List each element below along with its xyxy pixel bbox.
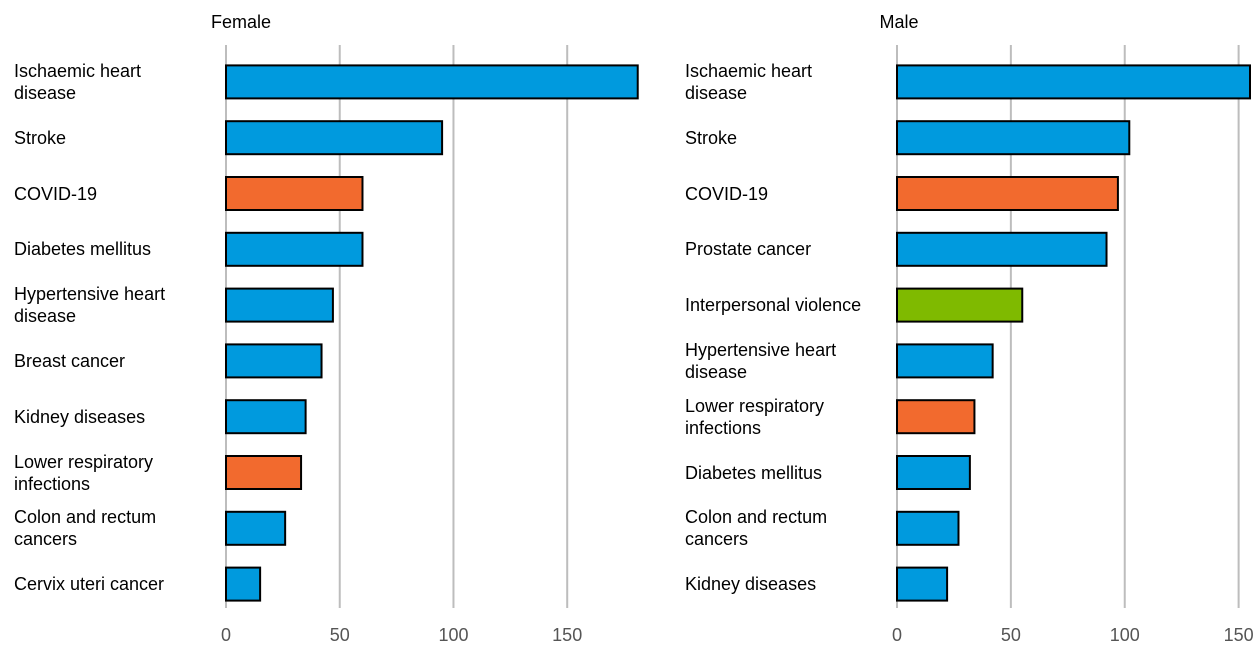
bar (896, 120, 1131, 156)
category-label: Stroke (685, 127, 738, 148)
category-label: Stroke (14, 127, 67, 148)
x-tick-label: 0 (221, 625, 231, 645)
bar (225, 176, 364, 211)
bar (896, 231, 1108, 267)
bar (896, 566, 949, 602)
x-tick-label: 100 (438, 625, 468, 645)
category-label: Hypertensive heart disease (14, 284, 166, 327)
bar (225, 64, 639, 100)
x-tick-label: 50 (330, 625, 350, 645)
x-tick-label: 150 (1224, 625, 1254, 645)
bar (225, 566, 262, 602)
bar (896, 455, 971, 490)
category-label: Diabetes mellitus (685, 462, 823, 483)
bar (225, 231, 364, 267)
bar (225, 510, 287, 546)
x-tick-label: 50 (1001, 625, 1021, 645)
bar (225, 343, 323, 379)
category-label: Lower respiratory infections (685, 395, 825, 438)
chart-title: Female (211, 12, 271, 32)
x-tick-label: 150 (552, 625, 582, 645)
category-label: Colon and rectum cancers (685, 507, 828, 550)
category-label: Hypertensive heart disease (685, 339, 837, 382)
bar (225, 120, 444, 156)
category-label: Cervix uteri cancer (14, 574, 165, 595)
bar (896, 287, 1024, 323)
category-label: COVID-19 (14, 183, 98, 204)
bar (896, 399, 976, 435)
category-label: Interpersonal violence (685, 295, 862, 316)
category-label: Breast cancer (14, 350, 126, 371)
category-label: Kidney diseases (685, 574, 817, 595)
bar (896, 176, 1119, 211)
category-label: Colon and rectum cancers (14, 507, 157, 550)
bar (896, 343, 994, 379)
x-tick-label: 100 (1110, 625, 1140, 645)
category-label: Diabetes mellitus (14, 239, 152, 260)
bar (225, 455, 303, 490)
category-label: Ischaemic heart disease (685, 60, 813, 103)
category-label: Ischaemic heart disease (14, 60, 142, 103)
category-label: Prostate cancer (685, 239, 812, 260)
bar (225, 399, 307, 435)
bar (225, 287, 334, 323)
category-label: Lower respiratory infections (14, 451, 154, 494)
bar (896, 64, 1251, 100)
category-label: COVID-19 (685, 183, 769, 204)
x-tick-label: 0 (892, 625, 902, 645)
chart-title: Male (879, 12, 918, 32)
bar (896, 510, 960, 546)
category-label: Kidney diseases (14, 406, 146, 427)
